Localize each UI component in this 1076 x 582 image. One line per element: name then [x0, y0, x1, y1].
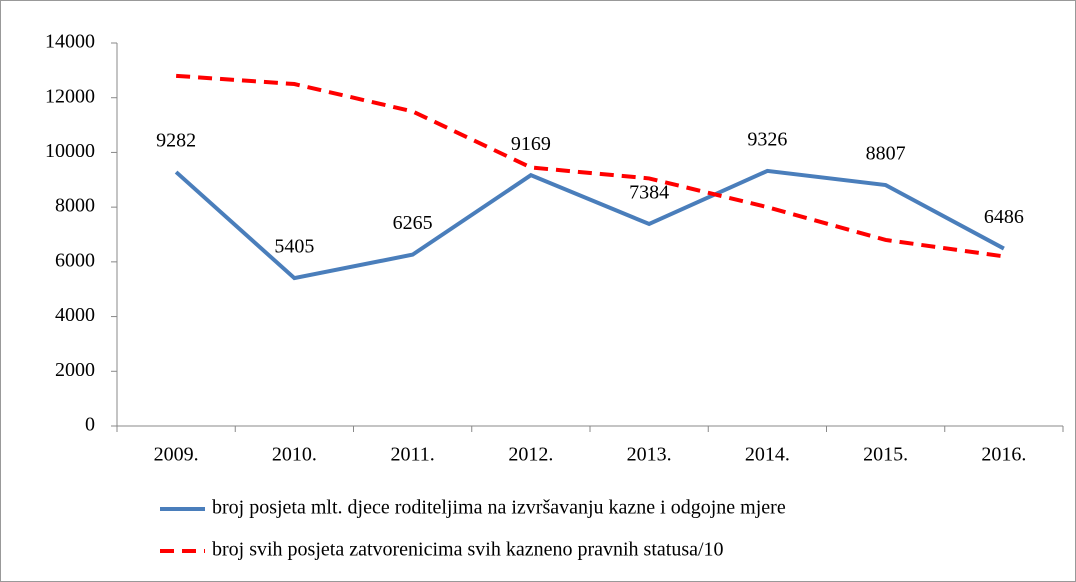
data-label: 6265	[393, 212, 433, 234]
data-label: 7384	[629, 182, 669, 204]
data-label: 8807	[866, 143, 906, 165]
x-tick-label: 2014.	[745, 444, 790, 466]
y-tick-label: 6000	[55, 249, 95, 271]
line-series	[175, 73, 1005, 259]
y-tick-label: 10000	[45, 140, 95, 162]
y-tick-label: 4000	[55, 304, 95, 326]
x-tick-label: 2009.	[154, 444, 199, 466]
x-tick-label: 2010.	[272, 444, 317, 466]
y-tick-label: 0	[85, 414, 95, 436]
x-tick-label: 2012.	[508, 444, 553, 466]
y-tick-label: 2000	[55, 359, 95, 381]
line-series	[174, 168, 1005, 281]
data-label: 9169	[511, 133, 551, 155]
data-label: 9282	[156, 130, 196, 152]
data-label: 6486	[984, 206, 1024, 228]
x-tick-label: 2011.	[390, 444, 434, 466]
y-tick-label: 14000	[45, 31, 95, 53]
x-tick-label: 2016.	[981, 444, 1026, 466]
data-label: 5405	[274, 236, 314, 258]
y-tick-label: 8000	[55, 195, 95, 217]
x-tick-label: 2013.	[627, 444, 672, 466]
y-tick-label: 12000	[45, 85, 95, 107]
x-tick-label: 2015.	[863, 444, 908, 466]
legend-label: broj posjeta mlt. djece roditeljima na i…	[212, 497, 786, 519]
data-label: 9326	[747, 128, 787, 150]
legend-label: broj svih posjeta zatvorenicima svih kaz…	[212, 539, 724, 561]
